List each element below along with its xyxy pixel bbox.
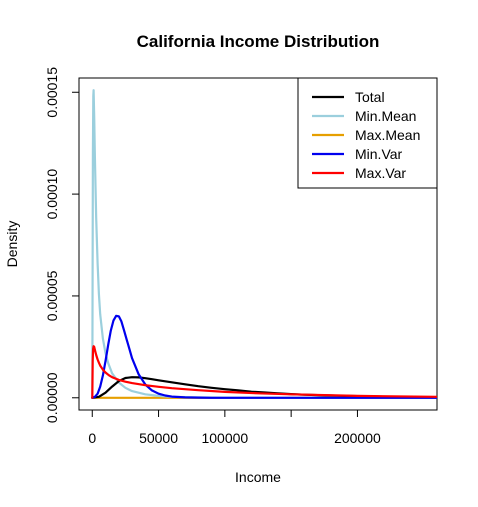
- legend-label: Min.Mean: [355, 108, 416, 124]
- legend-label: Max.Mean: [355, 127, 420, 143]
- legend-label: Max.Var: [355, 165, 406, 181]
- series-line-min-var: [91, 314, 437, 399]
- y-axis-label: Density: [4, 221, 20, 268]
- y-tick-label: 0.00005: [44, 270, 60, 321]
- y-tick-label: 0.00000: [44, 372, 60, 423]
- x-axis-label: Income: [235, 469, 281, 485]
- x-axis: 0 50000 100000 200000: [88, 409, 381, 446]
- x-tick-label: 200000: [334, 430, 381, 446]
- plot-area: [91, 89, 437, 399]
- y-tick-label: 0.00015: [44, 67, 60, 118]
- y-axis: 0.00000 0.00005 0.00010 0.00015: [44, 67, 80, 423]
- y-tick-label: 0.00010: [44, 169, 60, 220]
- chart-title: California Income Distribution: [137, 32, 380, 51]
- legend: Total Min.Mean Max.Mean Min.Var Max.Var: [297, 77, 438, 189]
- legend-label: Total: [355, 89, 385, 105]
- series-line-max-var: [91, 345, 437, 399]
- x-tick-label: 0: [88, 430, 96, 446]
- legend-label: Min.Var: [355, 146, 403, 162]
- x-tick-label: 50000: [139, 430, 178, 446]
- x-tick-label: 100000: [201, 430, 248, 446]
